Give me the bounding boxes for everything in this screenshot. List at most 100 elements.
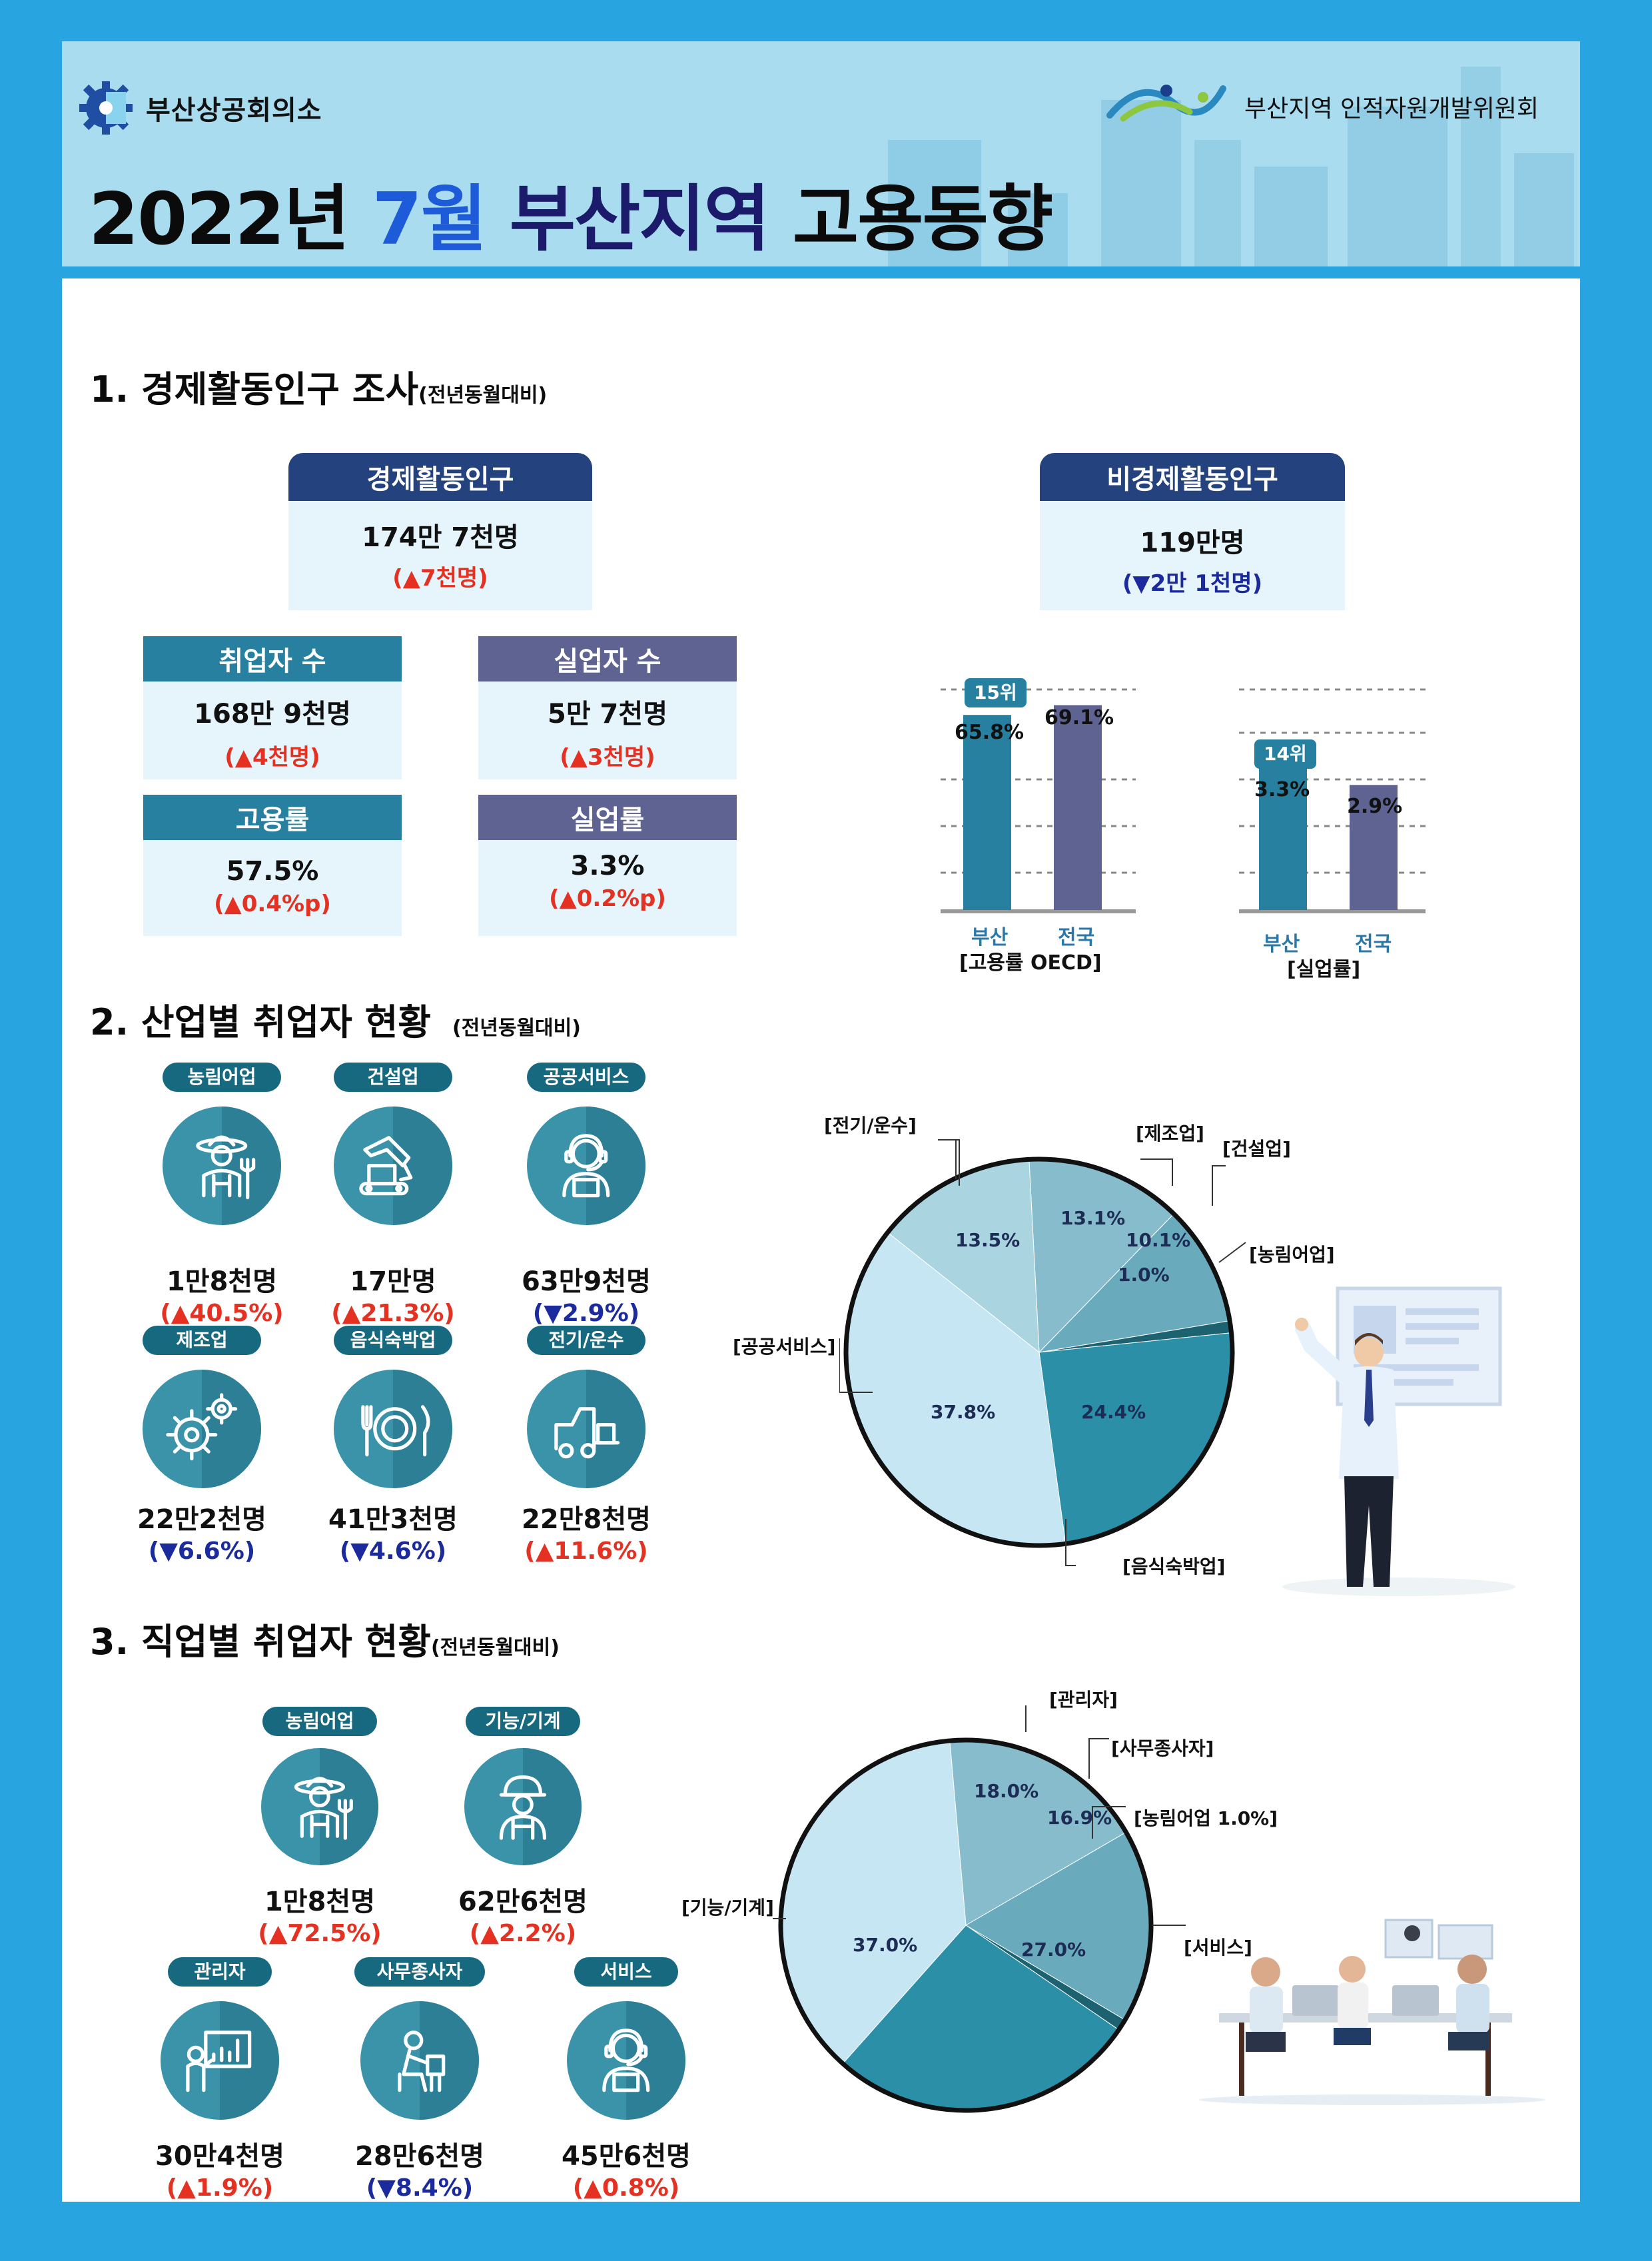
occupation-item-label: 관리자 xyxy=(168,1957,272,1987)
bar-label-national-unemployment: 2.9% xyxy=(1347,795,1403,818)
pie-outline xyxy=(778,1737,1154,2113)
chamber-name: 부산상공회의소 xyxy=(146,95,322,126)
occupation-item-change: (▲0.8%) xyxy=(572,2174,680,2202)
active-population-box: 경제활동인구 174만 7천명 (▲7천명) xyxy=(288,453,592,610)
industry-item-change: (▲21.3%) xyxy=(331,1300,455,1327)
employment-rate-chart: 15위 65.8% 69.1% 부산 전국 [고용률 OECD] xyxy=(933,673,1146,986)
pie1-legend-public: [공공서비스] xyxy=(733,1336,836,1358)
industry-item-change: (▼2.9%) xyxy=(532,1300,640,1327)
industry-item-change: (▲11.6%) xyxy=(524,1538,648,1565)
pie1-pct-elec: 13.5% xyxy=(955,1229,1021,1251)
occupation-item-circle xyxy=(567,2001,685,2120)
forklift-icon xyxy=(536,1379,636,1479)
pie2-legend-agri: [농림어업 1.0%] xyxy=(1134,1807,1278,1829)
header-banner: 부산상공회의소 부산지역 인적자원개발위원회 2022년 7월 부산지역 고용동… xyxy=(62,41,1580,266)
leader-line xyxy=(1088,1738,1109,1779)
employment-chart-caption: [고용률 OECD] xyxy=(959,951,1102,975)
unemployment-rate-label: 실업률 xyxy=(478,795,737,840)
gears-icon xyxy=(152,1379,252,1479)
page-title: 2022년 7월 부산지역 고용동향 xyxy=(89,161,1053,265)
pie1-pct-agri: 1.0% xyxy=(1118,1264,1170,1286)
occupation-pie-svg xyxy=(773,1705,1186,2113)
industry-item-label: 음식숙박업 xyxy=(334,1326,452,1355)
pie1-legend-food: [음식숙박업] xyxy=(1122,1556,1226,1578)
industry-item-value: 41만3천명 xyxy=(328,1504,458,1535)
occupation-item-value: 1만8천명 xyxy=(264,1887,376,1917)
bar-부산 xyxy=(963,715,1011,910)
industry-item-value: 1만8천명 xyxy=(166,1266,278,1297)
office-worker-icon xyxy=(370,2011,470,2110)
employment-rate-change: (▲0.4%p) xyxy=(214,891,331,917)
active-population-value: 174만 7천명 xyxy=(362,522,519,553)
occupation-item-change: (▲1.9%) xyxy=(166,2174,274,2202)
occupation-item-label: 기능/기계 xyxy=(466,1707,580,1736)
headset-worker-icon xyxy=(576,2011,676,2110)
occupation-item-value: 45만6천명 xyxy=(562,2141,691,2172)
section1-title: 1. 경제활동인구 조사(전년동월대비) xyxy=(90,360,547,412)
industry-item-change: (▼6.6%) xyxy=(148,1538,256,1565)
unemployed-value: 5만 7천명 xyxy=(548,699,667,729)
bar-label-national-employment: 69.1% xyxy=(1044,706,1114,729)
industry-item-value: 63만9천명 xyxy=(522,1266,651,1297)
industry-item-circle xyxy=(527,1370,645,1488)
title-topic: 고용동향 xyxy=(792,178,1053,261)
occupation-pie-chart xyxy=(773,1705,1412,2118)
leader-line xyxy=(1065,1519,1076,1566)
swoosh-logo-icon xyxy=(1103,79,1230,135)
title-year: 2022년 xyxy=(89,178,350,261)
unemployment-rate-change: (▲0.2%p) xyxy=(549,885,666,912)
industry-item-circle xyxy=(334,1107,452,1225)
employed-change: (▲4천명) xyxy=(224,744,320,771)
occupation-item: 서비스 45만6천명 (▲0.8%) xyxy=(540,1957,713,2202)
pie2-pct-manager: 18.0% xyxy=(974,1780,1039,1802)
section1-title-text: 1. 경제활동인구 조사 xyxy=(90,368,419,410)
pie1-legend-elec: [전기/운수] xyxy=(824,1115,917,1136)
pie2-pct-service: 27.0% xyxy=(1021,1939,1086,1961)
hardhat-worker-icon xyxy=(474,1757,572,1856)
unemployed-change: (▲3천명) xyxy=(560,744,655,771)
section2-subtitle: (전년동월대비) xyxy=(452,1017,581,1040)
unemployment-chart-caption: [실업률] xyxy=(1287,958,1361,981)
unemployment-rate-value: 3.3% xyxy=(570,851,645,881)
industry-item-label: 제조업 xyxy=(143,1326,261,1355)
employment-rate-value: 57.5% xyxy=(226,856,319,887)
tick-busan-unemployment: 부산 xyxy=(1263,933,1300,956)
employed-box: 취업자 수 168만 9천명 (▲4천명) xyxy=(143,636,402,779)
employed-label: 취업자 수 xyxy=(143,636,402,681)
leader-line xyxy=(1218,1242,1246,1263)
industry-item: 제조업 22만2천명 (▼6.6%) xyxy=(115,1326,288,1565)
occupation-item-label: 서비스 xyxy=(574,1957,678,1987)
industry-item-value: 22만2천명 xyxy=(137,1504,266,1535)
occupation-item-change: (▲2.2%) xyxy=(469,1920,577,1947)
pie2-legend-manager: [관리자] xyxy=(1049,1689,1118,1711)
bar-label-busan-unemployment: 3.3% xyxy=(1254,778,1310,801)
occupation-item-value: 62만6천명 xyxy=(458,1887,588,1917)
inactive-population-change: (▼2만 1천명) xyxy=(1122,570,1263,597)
employment-rank-badge: 15위 xyxy=(965,678,1027,707)
industry-item-label: 전기/운수 xyxy=(527,1326,645,1355)
industry-pie-chart xyxy=(839,1139,1412,1579)
inactive-population-value: 119만명 xyxy=(1140,528,1245,558)
plate-cutlery-icon xyxy=(343,1379,443,1479)
presenter-icon xyxy=(170,2011,270,2110)
industry-pie-svg xyxy=(839,1139,1246,1566)
leader-line xyxy=(938,1139,960,1186)
occupation-item-label: 사무종사자 xyxy=(354,1957,485,1987)
industry-item-circle xyxy=(334,1370,452,1488)
excavator-icon xyxy=(343,1116,443,1216)
unemployment-rank-badge: 14위 xyxy=(1254,739,1316,769)
industry-item-circle xyxy=(163,1107,281,1225)
pie2-legend-clerk: [사무종사자] xyxy=(1111,1737,1214,1759)
occupation-item-value: 30만4천명 xyxy=(155,2141,284,2172)
tick-national-unemployment: 전국 xyxy=(1355,933,1392,956)
industry-item-value: 17만명 xyxy=(350,1266,436,1297)
bar-전국 xyxy=(1350,785,1398,910)
pie-slice-음식숙박업 xyxy=(1038,1332,1233,1544)
industry-item: 공공서비스 63만9천명 (▼2.9%) xyxy=(500,1063,673,1327)
occupation-item-circle xyxy=(464,1748,582,1865)
unemployment-rate-chart: 14위 3.3% 2.9% 부산 전국 [실업률] xyxy=(1232,673,1432,986)
presenter-illustration xyxy=(1272,1279,1519,1599)
farmer-icon xyxy=(270,1757,369,1856)
pie-outline xyxy=(843,1156,1235,1548)
industry-item-change: (▼4.6%) xyxy=(339,1538,447,1565)
